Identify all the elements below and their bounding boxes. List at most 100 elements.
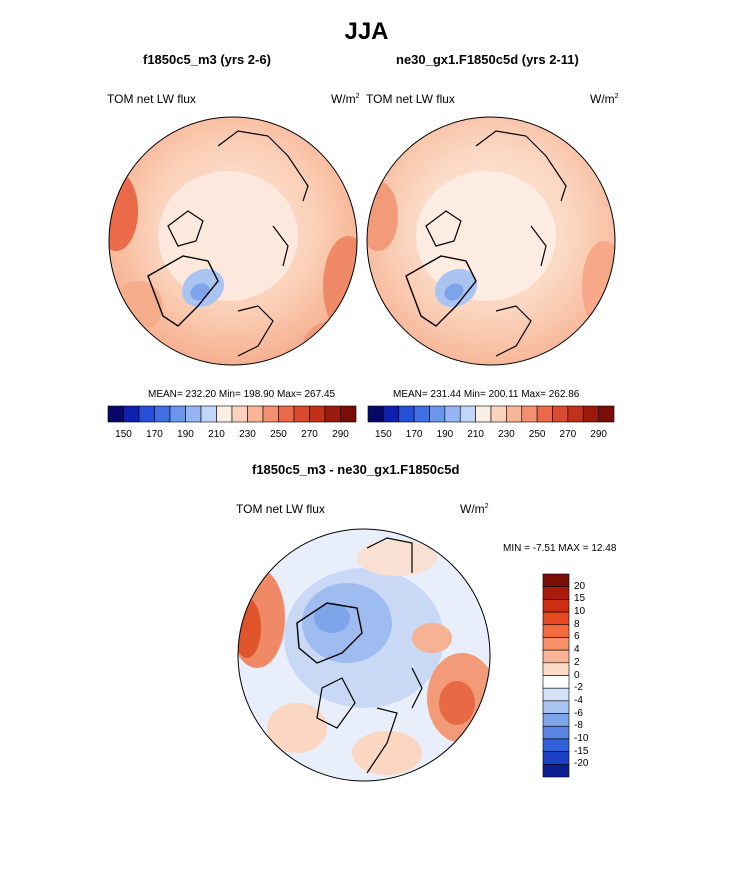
panel-2-colorbar-swatch	[398, 405, 415, 423]
panel-2-colorbar-swatch	[552, 405, 569, 423]
diff-colorbar-swatch	[542, 713, 570, 727]
panel-1-colorbar-tick-label: 190	[177, 429, 194, 440]
panel-1-colorbar-swatch	[138, 405, 155, 423]
panel-1-colorbar-swatch	[107, 405, 124, 423]
panel-2-colorbar-swatch	[598, 405, 615, 423]
diff-colorbar-tick-label: 2	[574, 656, 580, 668]
panel-2-colorbar-tick-label: 230	[498, 429, 515, 440]
diff-colorbar-swatch	[542, 751, 570, 765]
panel-2-colorbar-swatch	[490, 405, 507, 423]
panel-1-colorbar-swatch	[216, 405, 233, 423]
panel-2-polar-map	[366, 116, 616, 366]
season-title: JJA	[344, 18, 389, 45]
diff-colorbar-tick-label: -8	[574, 720, 583, 732]
diff-colorbar-tick-label: -15	[574, 745, 589, 757]
panel-1-colorbar-tick-label: 150	[115, 429, 132, 440]
panel-2-colorbar-tick-label: 170	[405, 429, 423, 440]
diff-colorbar-swatch	[542, 599, 570, 613]
panel-2-field	[367, 117, 615, 365]
panel-1-colorbar-swatch	[278, 405, 295, 423]
panel-2-units: W/m2	[590, 92, 619, 106]
panel-2-colorbar-swatch	[367, 405, 384, 423]
panel-2-colorbar-tick-label: 250	[528, 429, 546, 440]
diff-colorbar-tick-label: 8	[574, 618, 580, 630]
diff-colorbar-swatch	[542, 675, 570, 689]
panel-1-colorbar-swatch	[340, 405, 357, 423]
diff-colorbar-swatch	[542, 573, 570, 587]
panel-2-colorbar-tick-label: 270	[559, 429, 577, 440]
panel-1-colorbar-swatch	[309, 405, 326, 423]
diff-colorbar-swatch	[542, 649, 570, 664]
diff-colorbar-tick-label: -20	[574, 758, 589, 770]
panel-2-colorbar-swatch	[383, 405, 400, 423]
panel-1-units: W/m2	[331, 92, 360, 106]
diff-colorbar-swatch	[542, 637, 570, 651]
panel-2-variable-label: TOM net LW flux	[366, 92, 455, 106]
diff-colorbar-tick-label: -2	[574, 682, 583, 694]
diff-colorbar-swatch	[542, 662, 570, 676]
panel-1-colorbar-tick-label: 230	[239, 429, 256, 440]
panel-2-colorbar-tick-label: 190	[436, 429, 454, 440]
panel-1-colorbar-swatch	[247, 405, 264, 423]
diff-title: f1850c5_m3 - ne30_gx1.F1850c5d	[252, 462, 460, 477]
diff-colorbar	[542, 573, 570, 778]
diff-colorbar-tick-label: 4	[574, 644, 580, 656]
panel-1-colorbar-tick-label: 270	[301, 429, 318, 440]
panel-2-colorbar	[367, 405, 615, 423]
diff-field	[238, 529, 490, 781]
panel-1-colorbar-tick-label: 170	[146, 429, 163, 440]
panel-1-stats: MEAN= 232.20 Min= 198.90 Max= 267.45	[148, 389, 336, 400]
diff-units: W/m2	[460, 502, 489, 516]
panel-1-field	[109, 117, 357, 365]
panel-1-colorbar-swatch	[200, 405, 217, 423]
panel-1-colorbar-swatch	[154, 405, 171, 423]
diff-colorbar-tick-label: 20	[574, 580, 586, 592]
panel-1-colorbar-swatch	[169, 405, 186, 423]
panel-1-colorbar-tick-label: 290	[332, 429, 349, 440]
diff-colorbar-swatch	[542, 611, 570, 626]
panel-1-colorbar-swatch	[324, 405, 341, 423]
panel-1-colorbar-tick-label: 250	[270, 429, 287, 440]
panel-1-colorbar-tick-label: 210	[208, 429, 225, 440]
panel-1-colorbar-swatch	[262, 405, 279, 423]
diff-colorbar-swatch	[542, 687, 570, 702]
panel-1-variable-label: TOM net LW flux	[107, 92, 196, 106]
panel-2-colorbar-tick-label: 210	[467, 429, 484, 440]
panel-1-colorbar-swatch	[293, 405, 310, 423]
panel-1-colorbar	[107, 405, 357, 423]
diff-colorbar-tick-label: -10	[574, 732, 589, 744]
panel-2-stats: MEAN= 231.44 Min= 200.11 Max= 262.86	[393, 389, 580, 400]
panel-2-colorbar-swatch	[567, 405, 584, 423]
panel-2-colorbar-swatch	[444, 405, 461, 423]
panel-2-colorbar-tick-label: 150	[375, 429, 392, 440]
diff-minmax: MIN = -7.51 MAX = 12.48	[503, 543, 617, 554]
diff-colorbar-tick-label: 0	[574, 669, 580, 681]
panel-2-case-title: ne30_gx1.F1850c5d (yrs 2-11)	[396, 52, 579, 67]
panel-2-colorbar-tick-label: 290	[590, 429, 607, 440]
panel-1-polar-map	[108, 116, 358, 366]
diff-colorbar-swatch	[542, 700, 570, 714]
panel-2-colorbar-swatch	[413, 405, 430, 423]
diff-colorbar-tick-label: 6	[574, 631, 580, 643]
diff-colorbar-tick-label: -4	[574, 694, 583, 706]
panel-2-colorbar-swatch	[582, 405, 599, 423]
diff-colorbar-swatch	[542, 725, 570, 740]
panel-2-colorbar-swatch	[475, 405, 492, 423]
diff-colorbar-tick-label: -6	[574, 707, 583, 719]
diff-colorbar-swatch	[542, 586, 570, 600]
diff-colorbar-swatch	[542, 624, 570, 638]
panel-2-colorbar-swatch	[459, 405, 476, 423]
panel-1-case-title: f1850c5_m3 (yrs 2-6)	[143, 52, 271, 67]
panel-1-colorbar-swatch	[185, 405, 202, 423]
panel-1-colorbar-swatch	[231, 405, 248, 423]
panel-2-colorbar-swatch	[429, 405, 446, 423]
panel-2-colorbar-swatch	[536, 405, 553, 423]
panel-1-colorbar-swatch	[123, 405, 140, 423]
diff-variable-label: TOM net LW flux	[236, 502, 325, 516]
diff-colorbar-swatch	[542, 738, 570, 752]
diff-polar-map	[237, 528, 491, 782]
diff-colorbar-tick-label: 10	[574, 606, 586, 618]
diff-colorbar-swatch	[542, 764, 570, 778]
panel-2-colorbar-swatch	[506, 405, 523, 423]
panel-2-colorbar-swatch	[521, 405, 538, 423]
